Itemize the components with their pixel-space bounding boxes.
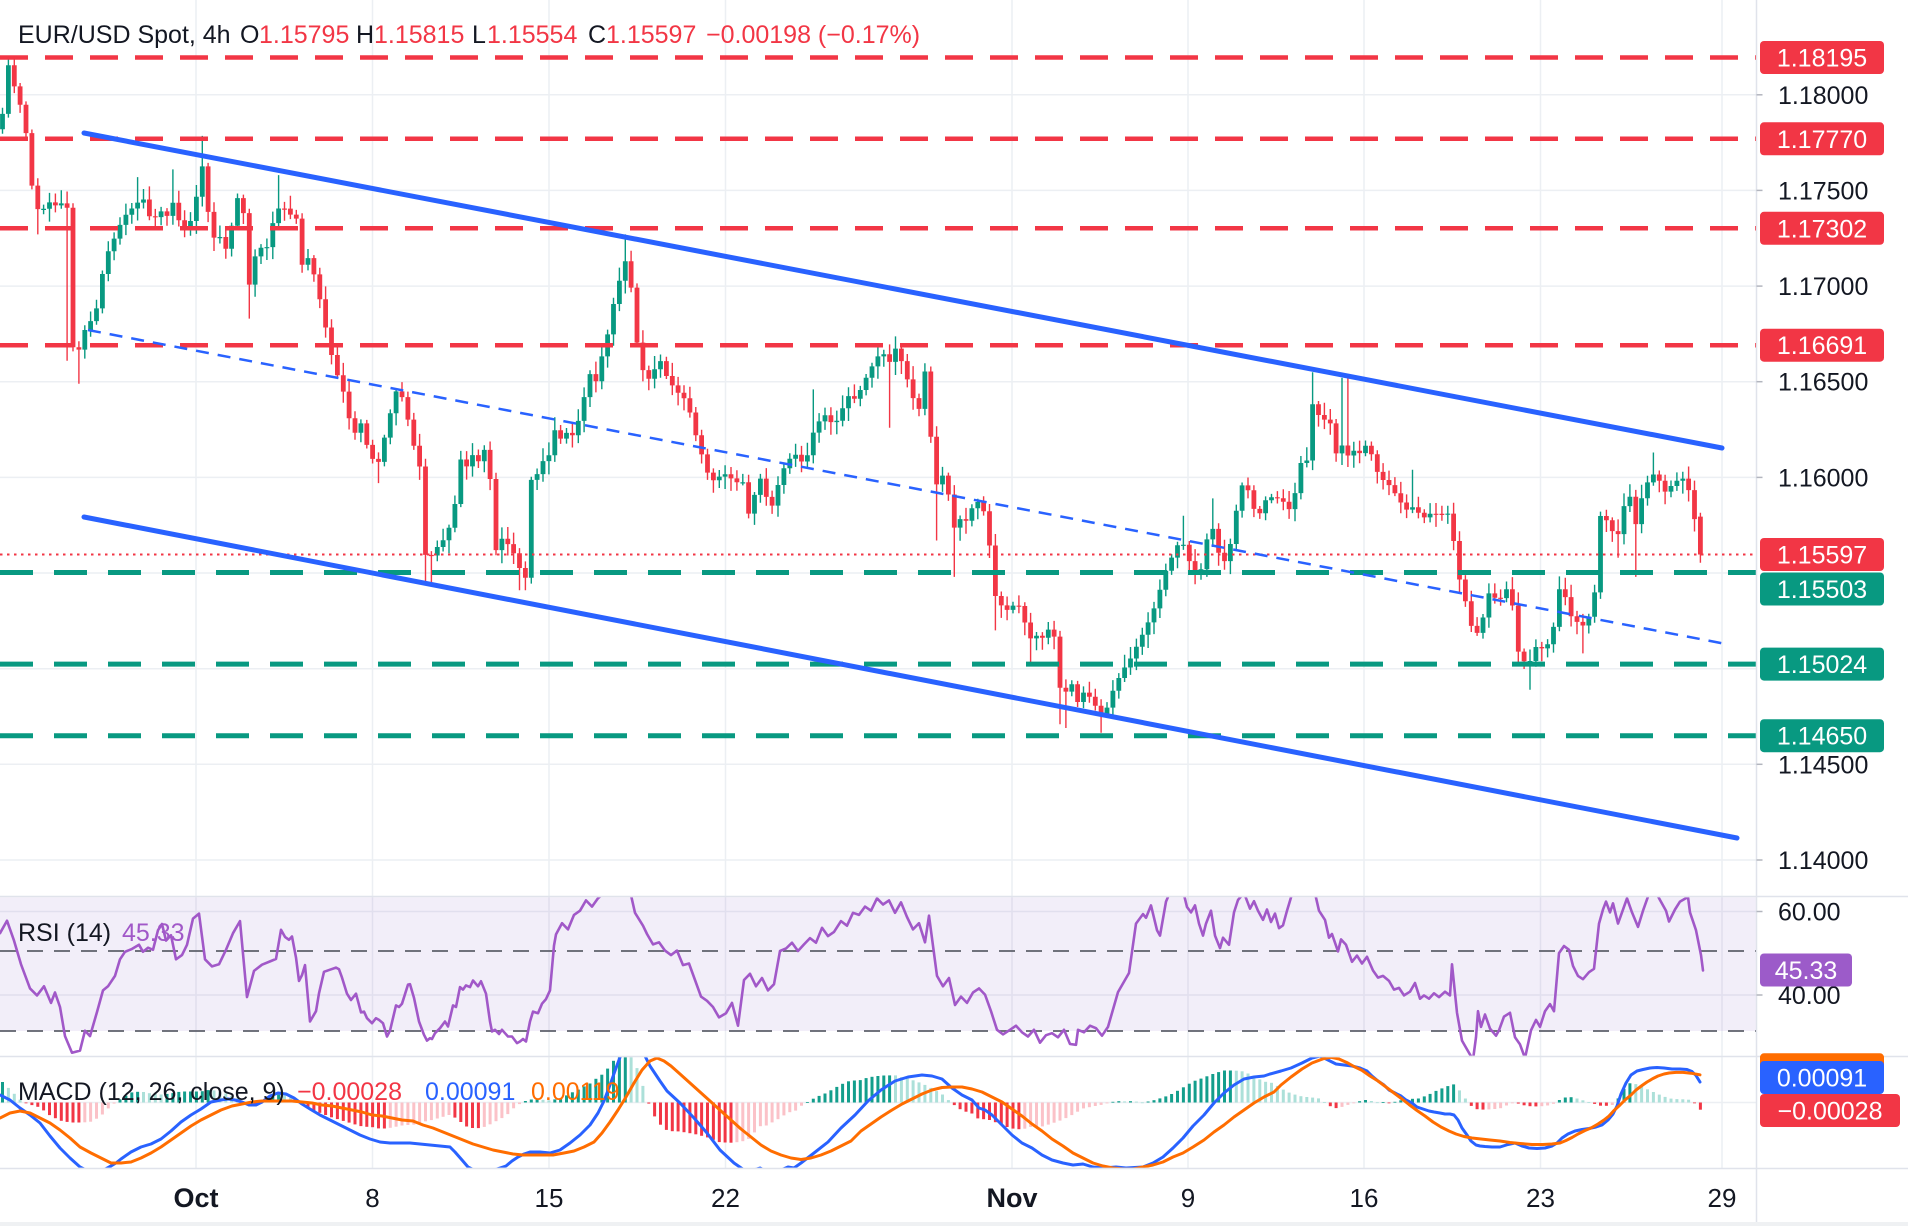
svg-text:1.15795: 1.15795 bbox=[259, 21, 349, 49]
svg-text:1.17302: 1.17302 bbox=[1777, 215, 1867, 243]
svg-text:L: L bbox=[472, 21, 486, 49]
svg-text:1.14650: 1.14650 bbox=[1777, 723, 1867, 751]
svg-text:RSI (14): RSI (14) bbox=[18, 919, 111, 947]
svg-text:O: O bbox=[240, 21, 259, 49]
svg-text:1.15024: 1.15024 bbox=[1777, 651, 1867, 679]
svg-text:1.18195: 1.18195 bbox=[1777, 45, 1867, 73]
svg-text:MACD (12, 26, close, 9): MACD (12, 26, close, 9) bbox=[18, 1078, 285, 1106]
svg-text:1.17500: 1.17500 bbox=[1778, 177, 1868, 205]
svg-text:−0.00028: −0.00028 bbox=[1778, 1098, 1883, 1126]
svg-text:45.33: 45.33 bbox=[1775, 957, 1838, 985]
svg-text:Oct: Oct bbox=[173, 1183, 218, 1213]
svg-text:1.17770: 1.17770 bbox=[1777, 126, 1867, 154]
svg-text:1.17000: 1.17000 bbox=[1778, 273, 1868, 301]
svg-text:40.00: 40.00 bbox=[1778, 982, 1841, 1010]
svg-text:EUR/USD Spot, 4h: EUR/USD Spot, 4h bbox=[18, 21, 231, 49]
svg-text:23: 23 bbox=[1526, 1183, 1555, 1213]
svg-text:45.33: 45.33 bbox=[122, 919, 185, 947]
svg-text:0.00119: 0.00119 bbox=[531, 1078, 620, 1106]
svg-text:1.15815: 1.15815 bbox=[374, 21, 464, 49]
svg-text:1.14000: 1.14000 bbox=[1778, 847, 1868, 875]
svg-text:−0.00028: −0.00028 bbox=[297, 1078, 402, 1106]
svg-text:1.15597: 1.15597 bbox=[606, 21, 696, 49]
svg-text:0.00091: 0.00091 bbox=[425, 1078, 515, 1106]
svg-text:8: 8 bbox=[365, 1183, 379, 1213]
svg-text:H: H bbox=[356, 21, 374, 49]
svg-text:Nov: Nov bbox=[986, 1183, 1037, 1213]
svg-text:16: 16 bbox=[1350, 1183, 1379, 1213]
svg-text:1.16000: 1.16000 bbox=[1778, 464, 1868, 492]
svg-text:1.15554: 1.15554 bbox=[487, 21, 577, 49]
svg-text:1.15597: 1.15597 bbox=[1777, 542, 1867, 570]
svg-text:1.14500: 1.14500 bbox=[1778, 751, 1868, 779]
svg-text:C: C bbox=[588, 21, 606, 49]
svg-text:60.00: 60.00 bbox=[1778, 899, 1841, 927]
svg-text:1.15503: 1.15503 bbox=[1777, 576, 1867, 604]
svg-text:29: 29 bbox=[1708, 1183, 1737, 1213]
svg-text:15: 15 bbox=[535, 1183, 564, 1213]
svg-text:−0.00198 (−0.17%): −0.00198 (−0.17%) bbox=[706, 21, 920, 49]
svg-text:1.16691: 1.16691 bbox=[1777, 332, 1867, 360]
svg-text:1.18000: 1.18000 bbox=[1778, 82, 1868, 110]
svg-text:1.16500: 1.16500 bbox=[1778, 369, 1868, 397]
svg-text:22: 22 bbox=[711, 1183, 740, 1213]
svg-text:9: 9 bbox=[1181, 1183, 1195, 1213]
svg-text:0.00091: 0.00091 bbox=[1777, 1065, 1867, 1093]
